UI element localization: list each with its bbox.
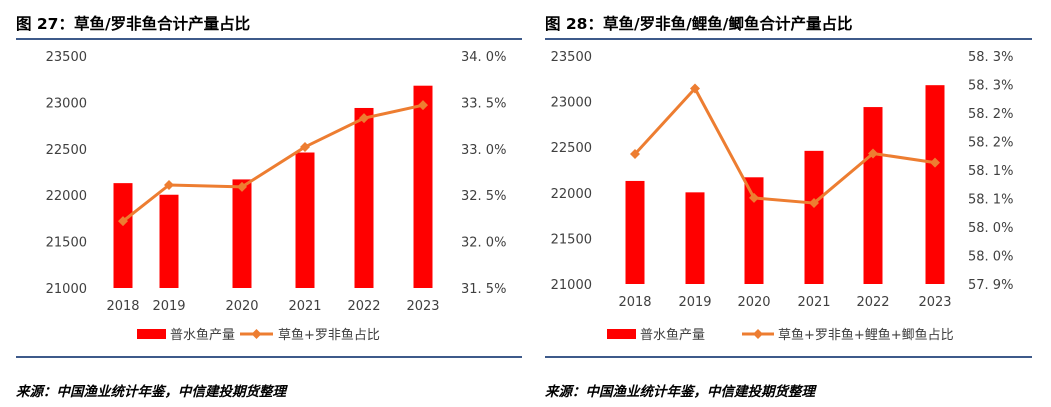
line-point <box>930 157 940 168</box>
line-point <box>690 83 700 94</box>
right-axis-tick-label: 58. 0% <box>968 250 1013 265</box>
chart-canvas: 23500 23000 22500 22000 21500 21000 34. 0% 33. … <box>46 50 507 343</box>
x-axis-tick-label: 2019 <box>152 299 185 314</box>
left-axis-tick-label: 23500 <box>46 50 87 65</box>
chart-panel-1: 图 27：草鱼/罗非鱼合计产量占比 23500 23000 22500 22000 21… <box>16 0 522 407</box>
right-axis-tick-label: 58. 1% <box>968 193 1013 208</box>
right-axis-tick-label: 58. 1% <box>968 164 1013 179</box>
x-axis-tick-label: 2021 <box>288 299 321 314</box>
right-axis-tick-label: 57. 9% <box>968 278 1013 293</box>
bar <box>925 85 945 285</box>
source-note: 来源：中国渔业统计年鉴，中信建投期货整理 <box>545 384 815 400</box>
legend-label: 普水鱼产量 <box>640 327 705 343</box>
line-point <box>809 198 819 209</box>
legend-bar-swatch <box>137 329 166 339</box>
left-axis-tick-label: 23000 <box>551 96 592 111</box>
line-point <box>118 216 128 227</box>
source-note: 来源：中国渔业统计年鉴，中信建投期货整理 <box>16 384 286 400</box>
bar <box>232 179 252 288</box>
bar <box>159 194 179 288</box>
left-axis-tick-label: 21500 <box>46 236 87 251</box>
x-axis-tick-label: 2023 <box>918 295 951 310</box>
line-series <box>633 86 936 205</box>
bar <box>685 192 705 284</box>
x-axis-tick-label: 2018 <box>618 295 651 310</box>
x-axis-tick-label: 2021 <box>797 295 830 310</box>
x-axis-tick-label: 2022 <box>856 295 889 310</box>
right-axis-tick-label: 32. 5% <box>461 189 506 204</box>
chart-title: 图 27：草鱼/罗非鱼合计产量占比 <box>16 15 251 33</box>
bar <box>804 150 824 284</box>
right-axis-tick-label: 58. 2% <box>968 107 1013 122</box>
right-axis-tick-label: 33. 5% <box>461 96 506 111</box>
legend-label: 草鱼+罗非鱼+鲤鱼+鲫鱼占比 <box>778 327 954 343</box>
left-axis-tick-label: 22000 <box>551 187 592 202</box>
line-series <box>122 103 424 223</box>
right-axis-tick-label: 58. 3% <box>968 79 1013 94</box>
x-axis-tick-label: 2022 <box>347 299 380 314</box>
top-rule <box>545 38 1032 40</box>
chart-canvas: 23500 23000 22500 22000 21500 21000 58. 3% 58. … <box>551 50 1014 343</box>
x-axis-tick-label: 2019 <box>678 295 711 310</box>
right-axis-tick-label: 58. 3% <box>968 50 1013 65</box>
line-point <box>630 149 640 160</box>
right-axis-tick-label: 32. 0% <box>461 236 506 251</box>
line-point <box>418 100 428 111</box>
top-rule <box>16 38 522 40</box>
chart-panel-2: 图 28：草鱼/罗非鱼/鲤鱼/鲫鱼合计产量占比 23500 23000 22500 2… <box>545 0 1032 407</box>
right-axis-tick-label: 58. 2% <box>968 136 1013 151</box>
left-axis-tick-label: 22500 <box>551 141 592 156</box>
line-point <box>237 181 247 192</box>
legend-line-marker <box>251 329 262 339</box>
line-point <box>868 148 878 159</box>
legend-bar-swatch <box>607 329 636 339</box>
left-axis-tick-label: 22000 <box>46 189 87 204</box>
legend-label: 普水鱼产量 <box>170 327 235 343</box>
bar <box>295 152 315 288</box>
left-axis-tick-label: 23500 <box>551 50 592 65</box>
x-axis-tick-label: 2020 <box>225 299 258 314</box>
line-point <box>164 179 174 190</box>
legend-line-marker <box>753 329 763 339</box>
bottom-rule <box>545 356 1032 358</box>
line-point <box>749 192 759 203</box>
bottom-rule <box>16 356 522 358</box>
x-axis-tick-label: 2018 <box>106 299 139 314</box>
legend-label: 草鱼+罗非鱼占比 <box>278 327 380 343</box>
bar <box>413 85 433 288</box>
line-point <box>359 113 369 124</box>
chart-title: 图 28：草鱼/罗非鱼/鲤鱼/鲫鱼合计产量占比 <box>545 15 853 33</box>
x-axis-tick-label: 2023 <box>406 299 439 314</box>
left-axis-tick-label: 23000 <box>46 96 87 111</box>
right-axis-tick-label: 31. 5% <box>461 282 506 297</box>
right-axis-tick-label: 34. 0% <box>461 50 506 65</box>
right-axis-tick-label: 58. 0% <box>968 221 1013 236</box>
left-axis-tick-label: 21000 <box>46 282 87 297</box>
left-axis-tick-label: 22500 <box>46 143 87 158</box>
bar <box>113 183 133 288</box>
bar <box>354 107 374 288</box>
x-axis-tick-label: 2020 <box>737 295 770 310</box>
left-axis-tick-label: 21500 <box>551 232 592 247</box>
bar <box>863 107 883 285</box>
right-axis-tick-label: 33. 0% <box>461 143 506 158</box>
left-axis-tick-label: 21000 <box>551 278 592 293</box>
bar <box>744 177 764 284</box>
bar <box>625 180 645 284</box>
line-point <box>300 141 310 152</box>
